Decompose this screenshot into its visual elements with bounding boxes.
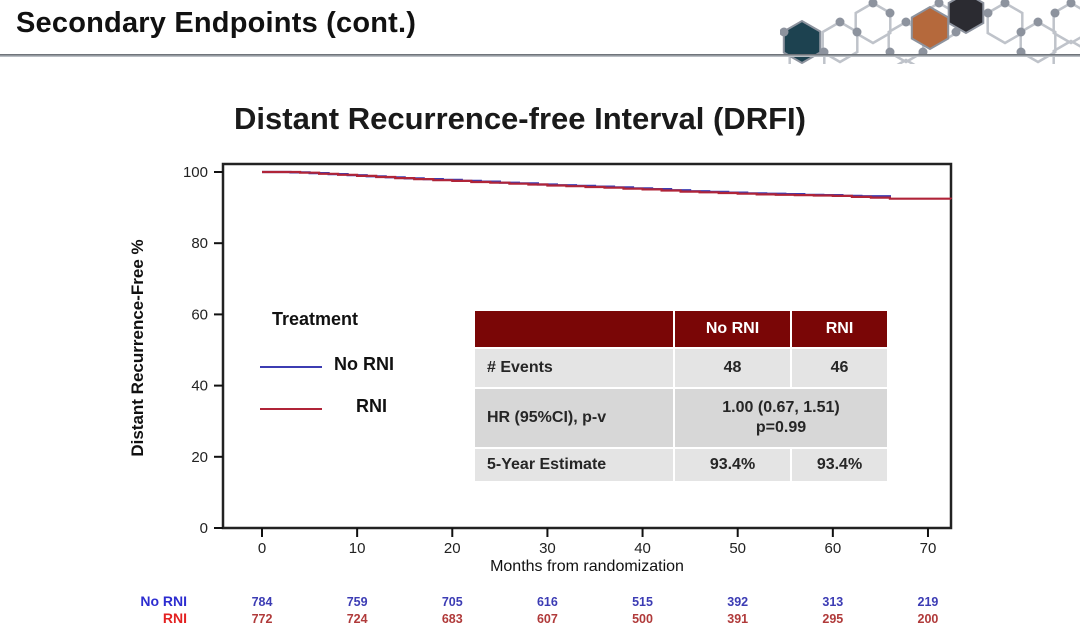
plot-frame	[221, 162, 953, 530]
stats-events-rni: 46	[792, 349, 887, 387]
svg-text:50: 50	[729, 540, 746, 557]
legend-line-rni	[260, 408, 322, 410]
slide-header-title: Secondary Endpoints (cont.)	[16, 7, 417, 39]
header-divider	[0, 54, 1080, 57]
stats-hr-value: 1.00 (0.67, 1.51) p=0.99	[675, 389, 887, 447]
y-axis-ticks: 0 20 40 60 80 100	[183, 164, 223, 537]
stats-estimate-no-rni: 93.4%	[675, 449, 790, 481]
stats-header-rni: RNI	[792, 311, 887, 347]
legend-title: Treatment	[272, 309, 359, 329]
risk-count: 515	[632, 595, 653, 609]
risk-count: 724	[346, 612, 368, 626]
stats-hr-label: HR (95%CI), p-v	[475, 389, 673, 447]
x-axis-label: Months from randomization	[490, 558, 684, 575]
svg-text:30: 30	[539, 540, 556, 557]
stats-estimate-rni: 93.4%	[792, 449, 887, 481]
stats-estimate-label: 5-Year Estimate	[475, 449, 673, 481]
risk-count: 772	[251, 612, 273, 626]
risk-count: 392	[727, 595, 749, 609]
stats-table: No RNI RNI # Events 48 46 HR (95%CI), p-…	[475, 311, 887, 481]
svg-text:80: 80	[191, 235, 208, 252]
legend-line-no-rni	[260, 366, 322, 368]
risk-count: 607	[536, 612, 558, 626]
svg-text:60: 60	[191, 306, 208, 323]
survival-curves	[262, 170, 952, 200]
legend-label-no-rni: No RNI	[334, 354, 394, 374]
svg-text:20: 20	[444, 540, 461, 557]
svg-text:10: 10	[349, 540, 366, 557]
chart-title: Distant Recurrence-free Interval (DRFI)	[234, 101, 806, 136]
legend-label-rni: RNI	[356, 396, 387, 416]
stats-hr-value-line2: p=0.99	[755, 419, 807, 436]
x-axis-ticks: 0 10 20 30 40 50 60 70	[258, 528, 936, 557]
svg-text:60: 60	[824, 540, 841, 557]
svg-text:0: 0	[258, 540, 266, 557]
risk-row-label-no-rni: No RNI	[140, 593, 187, 609]
risk-count: 759	[346, 595, 368, 609]
risk-count: 683	[441, 612, 463, 626]
risk-count: 200	[917, 612, 939, 626]
stats-header-blank	[475, 311, 673, 347]
svg-text:40: 40	[191, 378, 208, 395]
risk-count: 500	[632, 612, 653, 626]
svg-text:100: 100	[183, 164, 208, 181]
stats-hr-value-line1: 1.00 (0.67, 1.51)	[722, 399, 840, 416]
stats-events-label: # Events	[475, 349, 673, 387]
risk-count: 295	[822, 612, 844, 626]
svg-text:20: 20	[191, 449, 208, 466]
risk-count: 219	[917, 595, 939, 609]
risk-count: 616	[536, 595, 558, 609]
molecule-hexagon-decoration-icon	[780, 0, 1080, 64]
risk-row-label-rni: RNI	[162, 610, 187, 626]
risk-count: 705	[441, 595, 463, 609]
svg-text:40: 40	[634, 540, 651, 557]
stats-header-no-rni: No RNI	[675, 311, 790, 347]
svg-text:70: 70	[920, 540, 937, 557]
risk-count: 313	[822, 595, 844, 609]
risk-count: 391	[727, 612, 749, 626]
stats-events-no-rni: 48	[675, 349, 790, 387]
svg-text:0: 0	[200, 520, 208, 537]
risk-count: 784	[251, 595, 273, 609]
y-axis-label: Distant Recurrence-Free %	[128, 239, 147, 457]
